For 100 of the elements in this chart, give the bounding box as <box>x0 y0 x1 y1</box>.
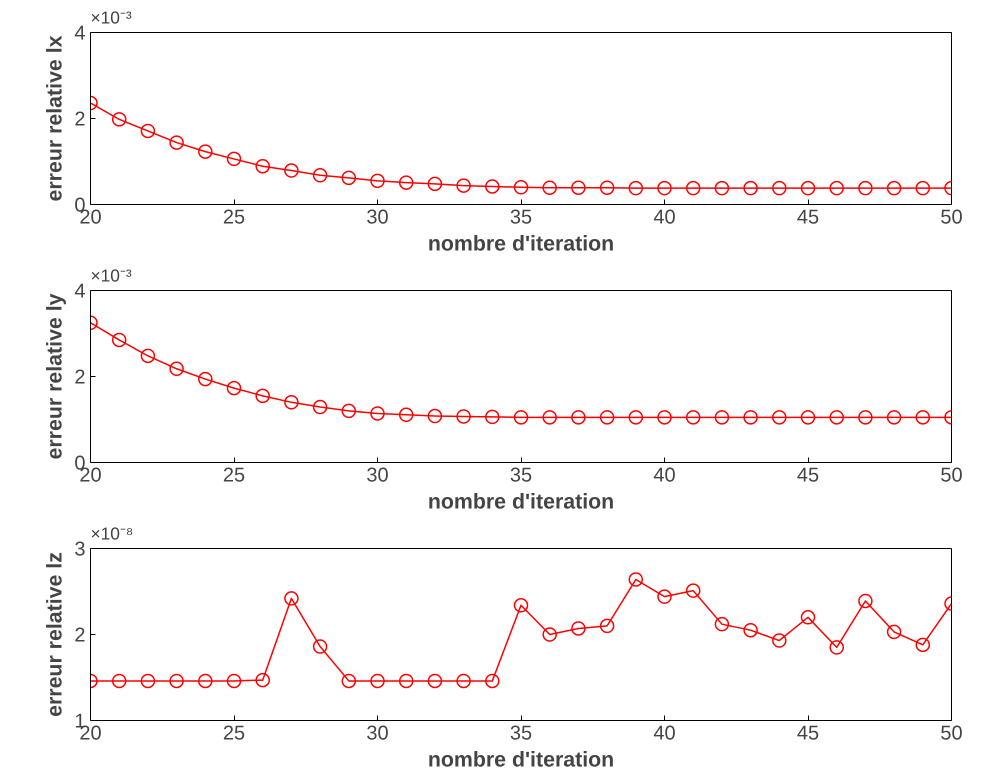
x-axis-title: nombre d'iteration <box>428 490 614 514</box>
point <box>600 180 614 195</box>
point <box>772 180 787 196</box>
x-tick-label: 30 <box>366 206 389 228</box>
x-tick-label: 40 <box>653 206 676 228</box>
point <box>657 589 672 604</box>
x-tick-label: 45 <box>796 464 820 486</box>
x-tick-label: 35 <box>510 722 532 744</box>
point <box>398 175 414 190</box>
point <box>542 627 557 642</box>
point <box>858 594 873 608</box>
point <box>829 410 844 425</box>
point <box>456 674 471 688</box>
point <box>428 674 442 688</box>
point <box>255 158 270 174</box>
point <box>542 180 557 195</box>
x-tick-label: 50 <box>940 206 963 228</box>
point <box>312 168 328 182</box>
y-tick-label: 3 <box>74 538 86 560</box>
point <box>714 410 730 425</box>
point <box>600 410 614 425</box>
point <box>743 180 758 196</box>
y-tick-label: 2 <box>74 624 86 646</box>
point <box>140 348 156 364</box>
point <box>514 598 528 612</box>
x-tick-label: 35 <box>510 206 532 228</box>
point <box>600 618 614 634</box>
point <box>428 408 442 424</box>
point <box>485 179 500 194</box>
point <box>886 410 902 425</box>
point <box>342 674 356 688</box>
point <box>743 622 758 638</box>
point <box>571 180 586 195</box>
point <box>657 180 672 196</box>
point <box>198 372 213 386</box>
point <box>428 176 442 192</box>
point <box>772 410 787 425</box>
point <box>342 404 356 418</box>
point <box>112 112 126 127</box>
point <box>284 591 299 606</box>
point <box>829 180 844 196</box>
point <box>628 180 644 196</box>
y-tick-label: 4 <box>74 22 86 44</box>
text: ×10⁻³ <box>90 8 132 28</box>
point <box>542 410 557 425</box>
y-tick-label: 2 <box>74 108 86 130</box>
x-axis-title: nombre d'iteration <box>428 748 614 772</box>
text: ×10⁻³ <box>90 266 132 286</box>
x-tick-label: 45 <box>796 722 820 744</box>
point <box>916 180 930 196</box>
point <box>858 180 873 196</box>
point <box>800 180 816 196</box>
point <box>858 410 873 425</box>
point <box>226 380 242 396</box>
point <box>800 610 816 625</box>
x-tick-label: 40 <box>653 722 676 744</box>
x-tick-label: 30 <box>366 464 389 486</box>
point <box>628 572 644 587</box>
x-tick-label: 50 <box>940 464 963 486</box>
x-tick-label: 30 <box>366 722 389 744</box>
point <box>456 178 471 193</box>
point <box>714 180 730 196</box>
point <box>198 144 213 159</box>
x-tick-label: 25 <box>222 722 246 744</box>
x-axis-title: nombre d'iteration <box>428 232 614 256</box>
point <box>714 616 730 632</box>
point <box>255 388 270 404</box>
y-axis-title: erreur relative lz <box>42 552 66 717</box>
point <box>140 674 156 688</box>
point <box>226 674 242 688</box>
point <box>169 674 184 688</box>
point <box>140 124 156 138</box>
point <box>398 674 414 688</box>
point <box>284 163 299 178</box>
point <box>686 180 700 196</box>
point <box>226 152 242 166</box>
point <box>284 395 299 410</box>
point <box>657 410 672 425</box>
point <box>112 674 126 688</box>
point <box>456 409 471 424</box>
point <box>571 621 586 636</box>
point <box>398 408 414 422</box>
point <box>628 410 644 425</box>
point <box>571 410 586 425</box>
point <box>370 406 385 421</box>
point <box>370 674 385 688</box>
point <box>829 640 844 655</box>
x-tick-label: 25 <box>222 464 246 486</box>
point <box>916 410 930 425</box>
point <box>342 170 356 186</box>
x-tick-label: 40 <box>653 464 676 486</box>
point <box>886 180 902 196</box>
x-tick-label: 25 <box>222 206 246 228</box>
y-tick-label: 2 <box>74 366 86 388</box>
y-axis-title: erreur relative ly <box>42 293 66 460</box>
point <box>198 674 213 688</box>
point <box>485 674 500 688</box>
point <box>370 174 385 188</box>
point <box>514 180 528 195</box>
point <box>112 332 126 348</box>
